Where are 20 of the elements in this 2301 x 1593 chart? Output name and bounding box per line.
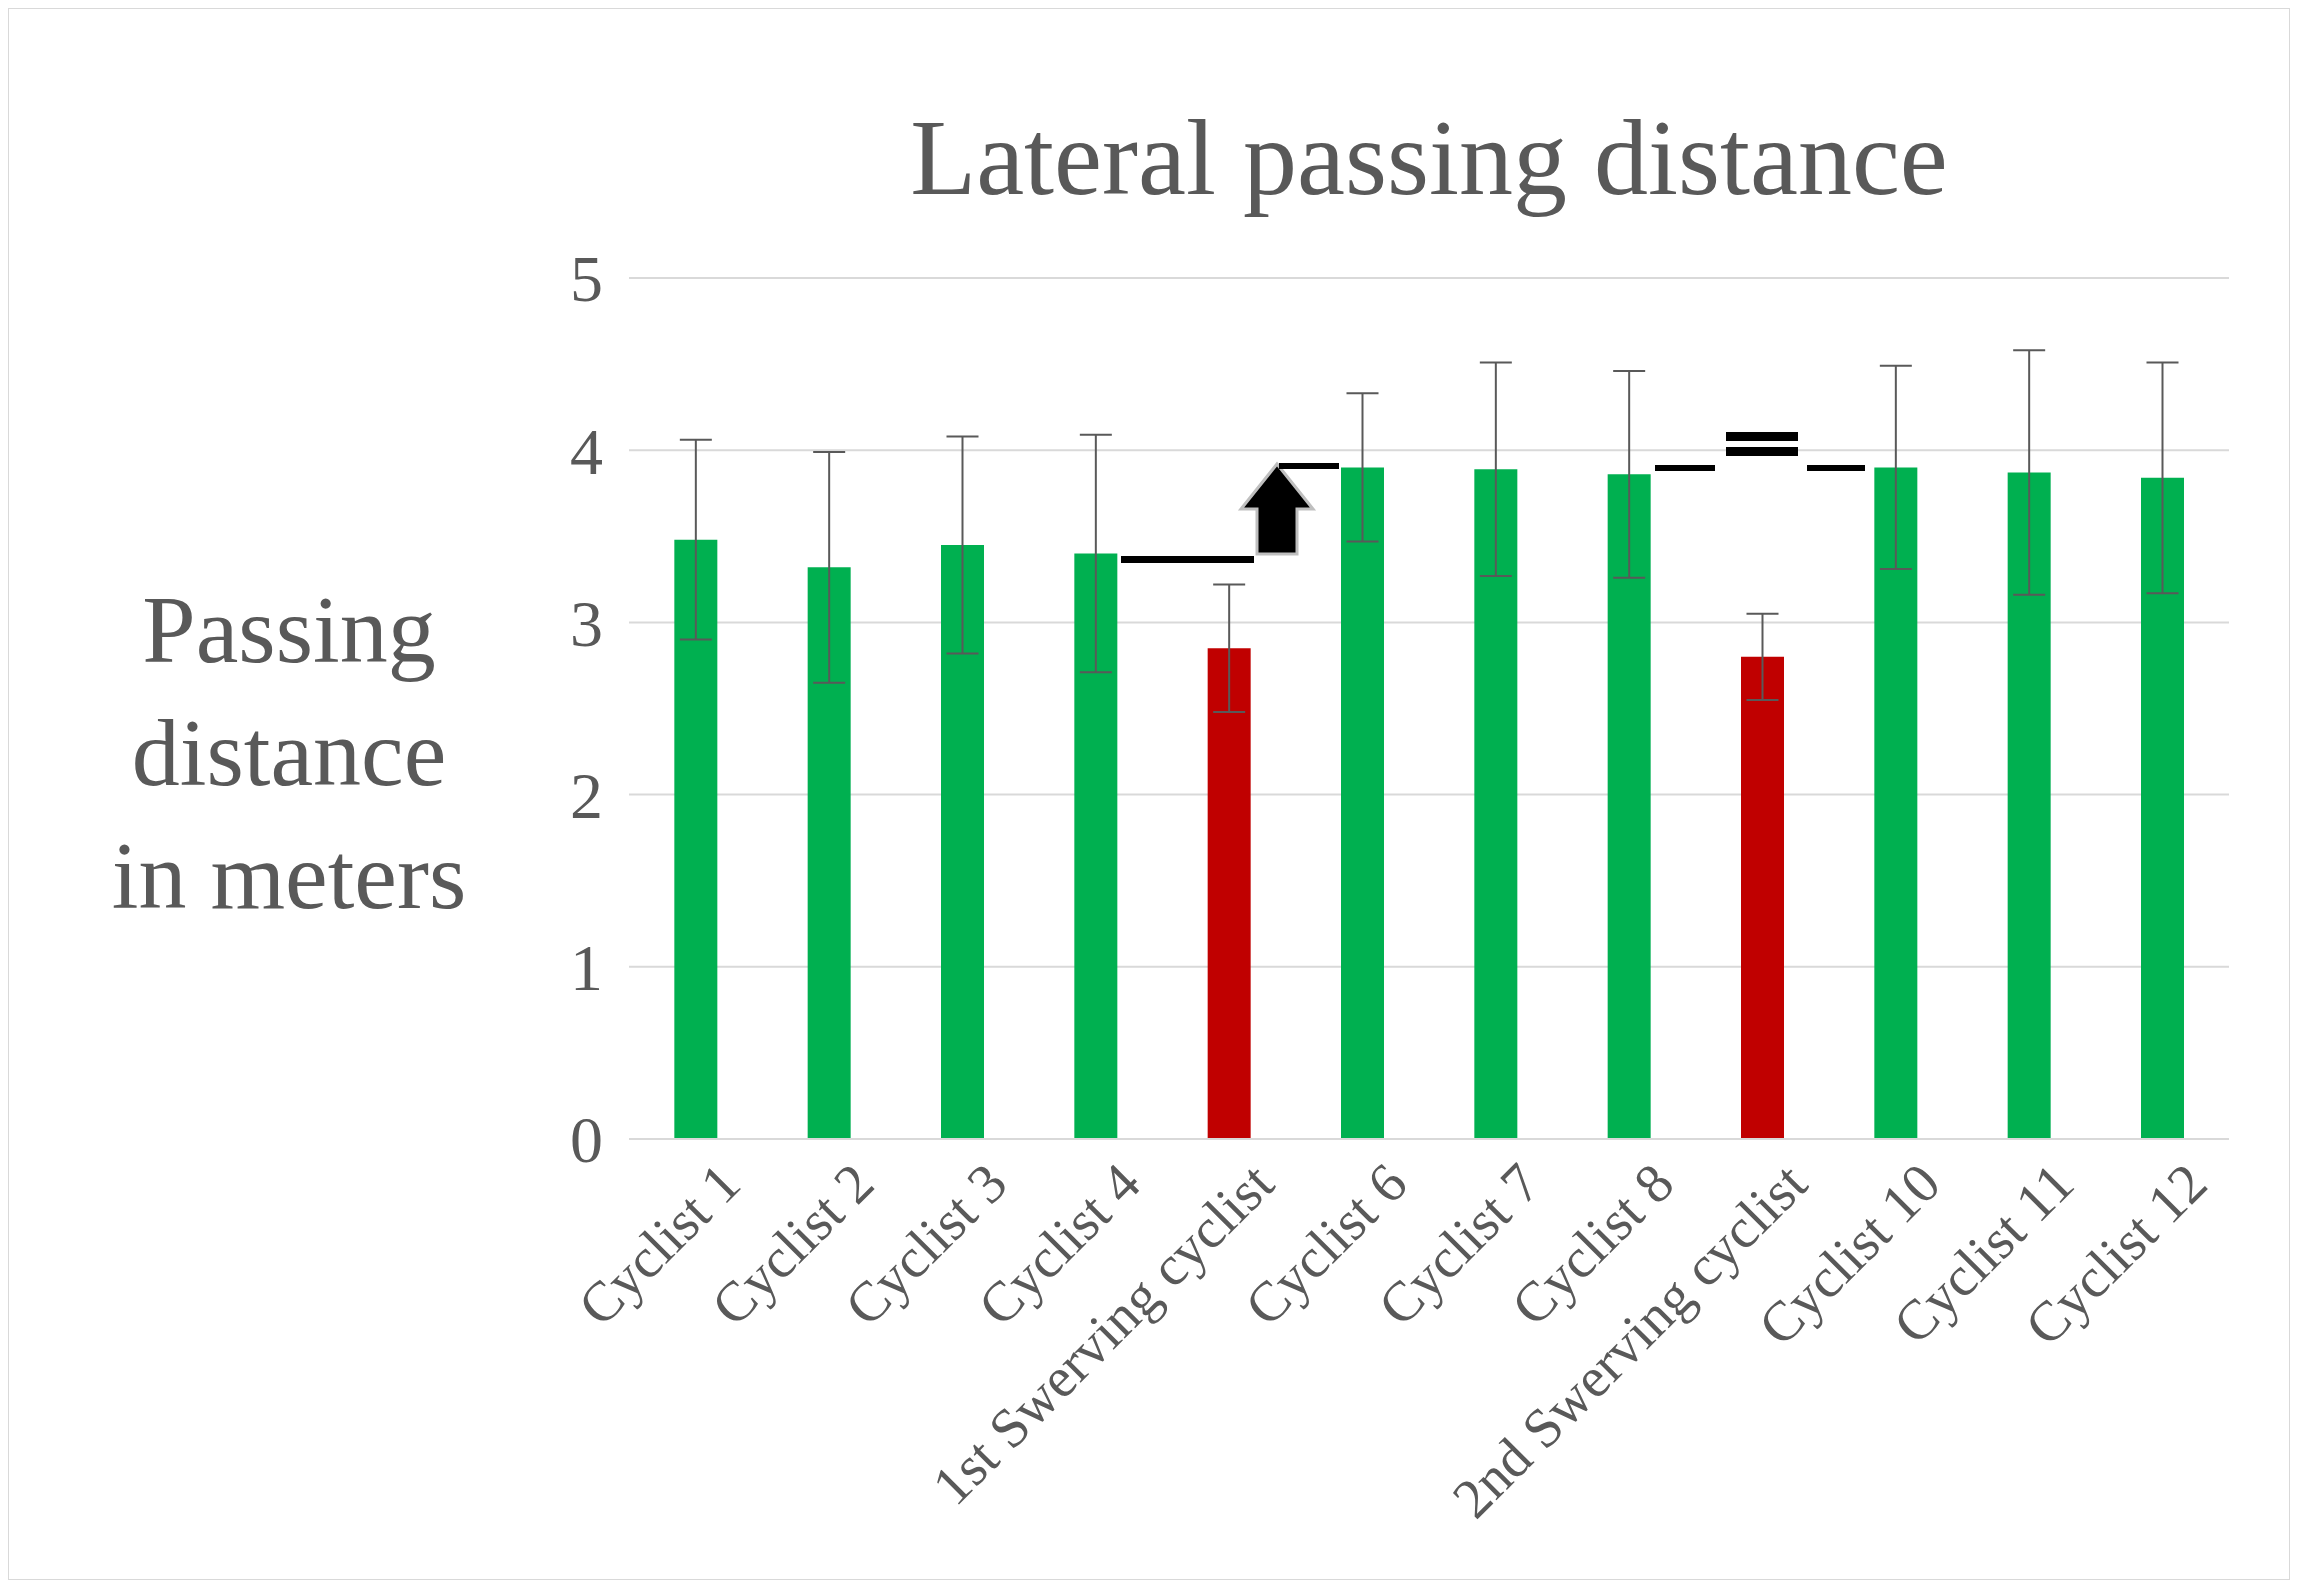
y-tick-label: 1 xyxy=(570,931,603,1005)
bar xyxy=(674,539,718,1139)
bar xyxy=(1341,467,1384,1139)
bar xyxy=(2007,472,2051,1139)
y-tick-label: 4 xyxy=(570,414,603,488)
y-tick-label: 0 xyxy=(570,1103,603,1177)
y-tick-label: 2 xyxy=(570,759,603,833)
bar xyxy=(1607,474,1651,1139)
y-tick-label: 5 xyxy=(570,242,603,316)
y-tick-label: 3 xyxy=(570,586,603,660)
bar xyxy=(941,544,984,1139)
y-axis-title: Passing distance in meters xyxy=(110,575,468,931)
bar xyxy=(2141,477,2184,1139)
bar xyxy=(1074,553,1118,1139)
bar xyxy=(1207,648,1251,1139)
bar xyxy=(1474,469,1518,1139)
bar xyxy=(807,567,851,1139)
chart-title: Lateral passing distance xyxy=(909,98,1949,217)
bar xyxy=(1874,467,1918,1139)
bar xyxy=(1741,656,1784,1139)
